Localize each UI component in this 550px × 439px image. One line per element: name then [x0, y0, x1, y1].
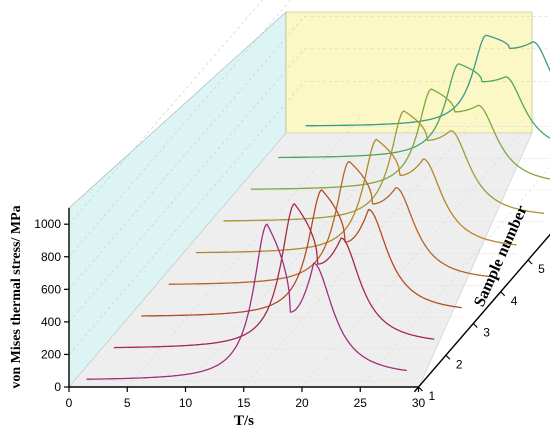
z-tick-label: 2 — [456, 357, 463, 371]
x-tick-label: 30 — [412, 396, 426, 410]
series-line-2 — [113, 203, 435, 349]
series-line-5 — [196, 138, 517, 254]
y-tick-label: 0 — [54, 380, 61, 394]
y-axis-title: von Mises thermal stress/ MPa — [9, 205, 24, 388]
x-tick-label: 15 — [237, 396, 251, 410]
grid-line-side — [68, 48, 305, 323]
x-tick-label: 20 — [295, 396, 309, 410]
grid-line-side — [68, 16, 305, 290]
z-tick — [445, 354, 451, 360]
z-tick-label: 1 — [429, 389, 436, 403]
x-tick-label: 0 — [66, 396, 73, 410]
x-tick-label: 5 — [124, 396, 131, 410]
grid-line-x — [360, 166, 550, 388]
grid-line-side — [68, 81, 305, 355]
series-group — [86, 34, 550, 381]
series-line-8 — [278, 63, 550, 159]
series-line-9 — [305, 34, 550, 127]
grid-line-side — [68, 0, 291, 257]
z-tick-label: 5 — [538, 262, 545, 276]
grid-line-x — [243, 113, 480, 388]
grid-line-x — [301, 113, 538, 388]
y-tick-label: 200 — [41, 347, 61, 361]
series-line-7 — [250, 88, 550, 190]
z-tick-label: 3 — [483, 326, 490, 340]
y-tick-label: 600 — [41, 282, 61, 296]
series-line-3 — [141, 189, 462, 317]
z-axis-line — [413, 233, 550, 393]
z-tick — [418, 386, 423, 392]
x-tick-label: 10 — [179, 396, 193, 410]
z-tick — [472, 323, 478, 328]
series-line-1 — [86, 223, 407, 380]
y-tick-label: 800 — [41, 250, 61, 264]
grid-line-x — [127, 113, 364, 388]
z-tick — [527, 259, 533, 265]
z-tick — [500, 291, 506, 297]
y-tick-label: 1000 — [34, 217, 61, 231]
axes-group: 05101520253002004006008001000123456789 — [34, 207, 550, 410]
grid-line-side — [68, 0, 263, 225]
y-tick-label: 400 — [41, 315, 61, 329]
series-line-4 — [168, 160, 490, 285]
series-line-6 — [223, 110, 544, 222]
x-tick-label: 25 — [354, 396, 368, 410]
z-tick-label: 4 — [511, 294, 518, 308]
x-axis-title: T/s — [234, 413, 254, 429]
